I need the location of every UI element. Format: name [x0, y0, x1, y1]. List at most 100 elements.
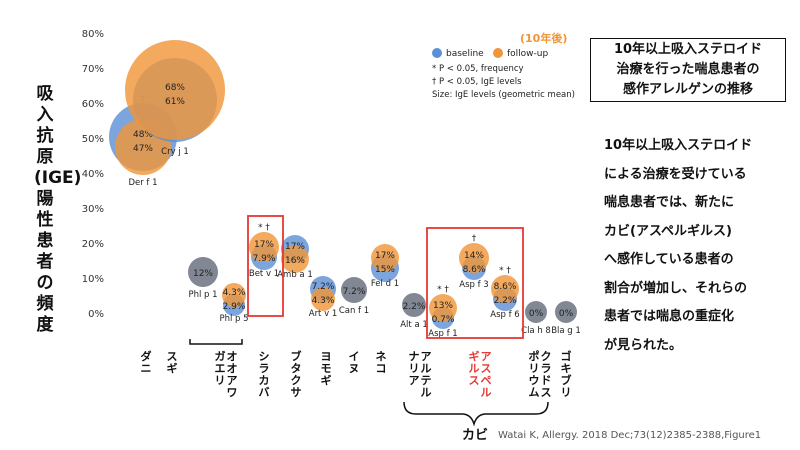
- bubble-value-label: 16%: [285, 256, 305, 266]
- bubble-value-label: 7.2%: [343, 287, 366, 297]
- significance-mark: * †: [499, 266, 511, 276]
- bubble-value-label: 4.3%: [223, 288, 246, 298]
- x-category-label: ゴキブリ: [561, 349, 572, 399]
- x-category-label: クラドスポリウム: [529, 349, 552, 399]
- description-line: が見られた。: [604, 337, 683, 353]
- allergen-name-label: Alt a 1: [400, 320, 428, 330]
- bubble-value-label: 15%: [375, 265, 395, 275]
- y-tick-label: 60%: [82, 99, 104, 110]
- x-category-label: ヨモギ: [321, 350, 332, 387]
- bubble-followup: [125, 40, 225, 140]
- allergen-name-label: Can f 1: [339, 306, 369, 316]
- allergen-name-label: Phl p 1: [188, 290, 217, 300]
- kabi-group-label: カビ: [462, 428, 489, 443]
- y-tick-label: 70%: [82, 64, 104, 75]
- description-line: カビ(アスペルギルス): [604, 223, 732, 239]
- bubble-value-label: 61%: [165, 97, 185, 107]
- title-box: 10年以上吸入ステロイド 治療を行った喘息患者の 感作アレルゲンの推移: [590, 38, 786, 102]
- legend-note: Size: IgE levels (geometric mean): [432, 90, 575, 100]
- bubble-followup: [491, 275, 519, 303]
- bubble-value-label: 0%: [529, 309, 544, 319]
- title-line: 感作アレルゲンの推移: [622, 82, 753, 97]
- y-tick-label: 40%: [82, 169, 104, 180]
- significance-mark: * †: [437, 285, 449, 295]
- bubble-followup: [281, 245, 309, 273]
- allergen-name-label: Cry j 1: [161, 147, 189, 157]
- allergen-name-label: Bet v 1: [249, 269, 279, 279]
- bubble-value-label: 0%: [559, 309, 574, 319]
- highlight-box-aspergillus: [426, 227, 524, 339]
- y-tick-label: 0%: [88, 309, 104, 320]
- bubble-value-label: 7.9%: [253, 254, 276, 264]
- x-category-label: スギ: [167, 350, 178, 375]
- allergen-name-label: Fel d 1: [371, 279, 399, 289]
- x-category-label: オオアワガエリ: [215, 349, 238, 399]
- bubble-value-label: 2.2%: [403, 302, 426, 312]
- bubble-gray: [341, 277, 367, 303]
- description-line: 喘息患者では、新たに: [604, 195, 735, 210]
- x-category-label: ネコ: [376, 350, 387, 375]
- bubble-value-label: 7.2%: [312, 282, 335, 292]
- bubble-followup: [249, 232, 279, 262]
- x-category-label: イヌ: [349, 350, 360, 375]
- bubble-value-label: 0.7%: [432, 315, 455, 325]
- bubble-value-label: 17%: [285, 242, 305, 252]
- x-category-label: シラカバ: [259, 350, 270, 399]
- bubble-value-label: 12%: [193, 269, 213, 279]
- y-tick-label: 30%: [82, 204, 104, 215]
- x-category-label: アスペルギルス: [469, 349, 492, 399]
- bubble-followup: [222, 283, 246, 307]
- allergen-name-label: Asp f 1: [428, 329, 457, 339]
- description-line: へ感作している患者の: [604, 252, 734, 267]
- allergen-name-label: Der f 1: [128, 178, 157, 188]
- bubble-value-label: 4.3%: [312, 296, 335, 306]
- bubble-followup: [371, 244, 399, 272]
- highlight-box-betv1: [247, 215, 284, 317]
- bubble-gray: [555, 301, 577, 323]
- bubble-followup: [429, 294, 457, 322]
- legend-note: * P < 0.05, frequency: [432, 64, 524, 74]
- bubble-gray: [188, 257, 218, 287]
- bubble-value-label: 13%: [433, 301, 453, 311]
- y-tick-label: 80%: [82, 29, 104, 40]
- bubble-value-label: 2.2%: [494, 296, 517, 306]
- legend-header: (10年後): [520, 31, 567, 45]
- description-text: 10年以上吸入ステロイド による治療を受けている 喘息患者では、新たに カビ(ア…: [604, 132, 794, 360]
- y-tick-label: 50%: [82, 134, 104, 145]
- legend-followup-label: follow-up: [507, 49, 548, 59]
- title-line: 10年以上吸入ステロイド: [613, 42, 763, 57]
- y-tick-label: 20%: [82, 239, 104, 250]
- y-axis-title: 吸入抗原(IGE)陽性患者の頻度: [34, 84, 82, 335]
- legend-followup-swatch: [493, 48, 503, 58]
- allergen-name-label: Phl p 5: [219, 314, 248, 324]
- legend-baseline-label: baseline: [446, 49, 484, 59]
- bubble-gray: [525, 301, 547, 323]
- bubble-value-label: 68%: [165, 83, 185, 93]
- allergen-name-label: Bla g 1: [551, 326, 581, 336]
- allergen-name-label: Asp f 3: [459, 280, 488, 290]
- title-line: 治療を行った喘息患者の: [616, 62, 760, 77]
- bubble-followup: [459, 243, 489, 273]
- citation: Watai K, Allergy. 2018 Dec;73(12)2385-23…: [498, 430, 762, 441]
- bubble-value-label: 8.6%: [494, 282, 517, 292]
- bubble-value-label: 17%: [254, 240, 274, 250]
- x-category-label: ダニ: [141, 349, 152, 375]
- x-category-label: ブタクサ: [291, 349, 302, 399]
- allergen-name-label: Asp f 6: [490, 310, 519, 320]
- description-line: 10年以上吸入ステロイド: [604, 138, 753, 153]
- significance-mark: * †: [258, 223, 270, 233]
- description-line: による治療を受けている: [604, 166, 747, 182]
- allergen-name-label: Art v 1: [309, 309, 337, 319]
- bubble-value-label: 48%: [133, 130, 153, 140]
- bubble-value-label: 17%: [375, 251, 395, 261]
- legend-baseline-swatch: [432, 48, 442, 58]
- bubble-value-label: 47%: [133, 144, 153, 154]
- timothy-bracket: [189, 339, 243, 345]
- bubble-value-label: 2.9%: [223, 302, 246, 312]
- description-line: 患者では喘息の重症化: [604, 309, 735, 324]
- description-line: 割合が増加し、それらの: [604, 280, 748, 296]
- allergen-name-label: Amb a 1: [277, 270, 313, 280]
- bubble-followup: [311, 287, 335, 311]
- allergen-name-label: Cla h 8: [521, 326, 551, 336]
